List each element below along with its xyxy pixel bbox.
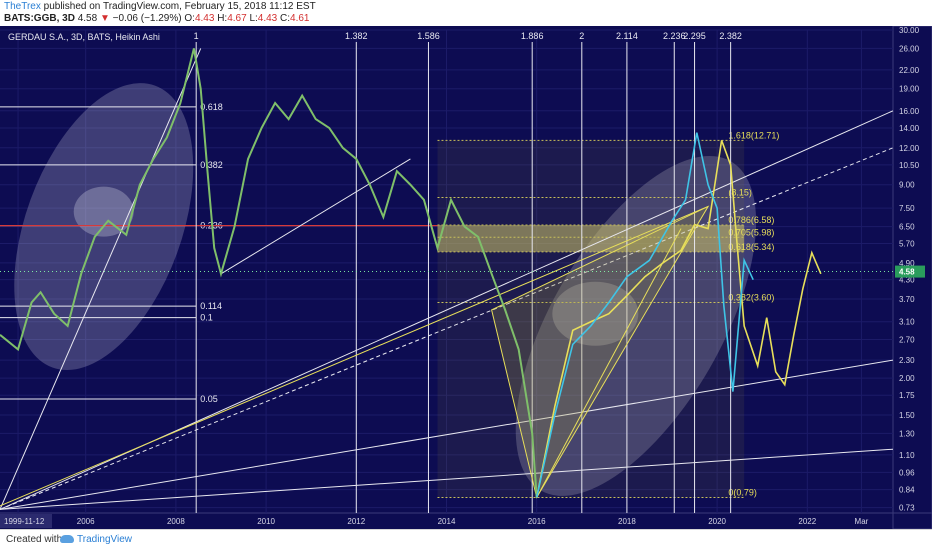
fib-time-label: 2.114 [616,31,638,41]
trend-line [0,359,894,510]
projection-line [536,228,682,498]
fib-right-label: 0.618(5.34) [728,242,774,252]
y-tick-label: 0.84 [899,486,915,495]
y-tick-label: 0.73 [899,504,915,513]
y-tick-label: 2.30 [899,356,915,365]
trend-line [0,448,894,510]
y-tick-label: 19.00 [899,85,920,94]
y-tick-label: 9.00 [899,181,915,190]
y-tick-label: 2.70 [899,335,915,344]
tradingview-brand: TradingView [77,534,133,545]
y-tick-label: 1.10 [899,451,915,460]
fib-left-label: 0.05 [200,394,218,404]
y-tick-label: 7.50 [899,204,915,213]
y-tick-label: 2.00 [899,374,915,383]
trend-line [220,158,411,275]
fib-time-label: 1 [194,31,199,41]
x-tick-label: 2022 [798,517,816,526]
low-value: 4.43 [257,13,278,24]
y-tick-label: 0.96 [899,468,915,477]
y-tick-label: 3.70 [899,295,915,304]
trend-line [0,48,202,510]
fib-time-label: 2 [579,31,584,41]
fib-time-label: 2.382 [719,31,742,41]
x-tick-label: 1999-11-12 [4,517,45,526]
last-price-label: 4.58 [899,268,915,277]
price-change: −0.06 (−1.29%) [112,13,182,24]
highlight-ellipse [73,186,134,237]
fib-left-label: 0.1 [200,313,213,323]
price-chart[interactable]: 1.618(12.71) (8.15) 0.786(6.58) 0.705(5.98)… [0,26,932,529]
x-tick-label: 2008 [167,517,185,526]
symbol-label: BATS:GGB, 3D [4,13,75,24]
x-tick-label: 2012 [347,517,365,526]
y-tick-label: 22.00 [899,66,920,75]
y-tick-label: 16.00 [899,107,920,116]
y-tick-label: 1.75 [899,391,915,400]
price-series [0,48,538,498]
author-link[interactable]: TheTrex [4,1,41,12]
y-tick-label: 1.30 [899,429,915,438]
y-tick-label: 30.00 [899,26,920,35]
fib-left-label: 0.382 [200,160,223,170]
symbol-info: BATS:GGB, 3D 4.58 ▼ −0.06 (−1.29%) O:4.4… [4,13,310,25]
publish-info: TheTrex published on TradingView.com, Fe… [4,1,316,13]
last-price-badge [895,265,925,278]
y-tick-label: 5.70 [899,239,915,248]
y-tick-label: 14.00 [899,124,920,133]
fib-right-label: (8.15) [728,187,752,197]
fib-left-label: 0.618 [200,102,223,112]
published-text: published on TradingView.com, February 1… [40,1,316,12]
x-tick-label: 2016 [528,517,546,526]
x-tick-label: 2014 [438,517,456,526]
y-tick-label: 4.30 [899,276,915,285]
down-arrow-icon: ▼ [99,13,110,24]
x-tick-label: Mar [855,517,869,526]
fib-left-label: 0.114 [200,301,222,311]
fib-time-label: 1.382 [345,31,368,41]
created-with-text: Created with [6,534,63,545]
projection-yellow-series [535,140,822,498]
close-label: C: [280,13,291,24]
fib-right-label: 0.382(3.60) [728,293,774,303]
x-tick-label: 2010 [257,517,275,526]
fib-time-label: 1.586 [417,31,440,41]
open-label: O: [184,13,195,24]
open-value: 4.43 [194,13,215,24]
fib-right-label: 0.786(6.58) [728,215,774,225]
cloud-icon [60,535,74,544]
fib-zone [437,225,745,252]
close-value: 4.61 [290,13,310,24]
x-tick-label: 2006 [77,517,95,526]
x-tick-label: 2020 [708,517,726,526]
trend-line-yellow [0,206,709,507]
x-tick-label: 2018 [618,517,636,526]
y-tick-label: 26.00 [899,44,920,53]
high-value: 4.67 [227,13,247,24]
fib-time-label: 1.886 [521,31,544,41]
y-tick-label: 4.90 [899,259,915,268]
y-tick-label: 3.10 [899,318,915,327]
footer: Created with TradingView [0,529,932,550]
high-label: H: [217,13,228,24]
fib-time-label: 2.236 [663,31,686,41]
y-tick-label: 12.00 [899,144,920,153]
fib-time-label: 2.295 [683,31,706,41]
projection-cyan-series [535,132,754,498]
chart-area[interactable]: 1.618(12.71) (8.15) 0.786(6.58) 0.705(5.98)… [0,26,932,529]
x-start-badge [0,514,52,528]
tradingview-logo[interactable]: TradingView [60,534,132,545]
y-tick-label: 1.50 [899,411,915,420]
y-tick-label: 10.50 [899,161,920,170]
last-price: 4.58 [77,13,98,24]
chart-title: GERDAU S.A., 3D, BATS, Heikin Ashi [8,32,160,42]
fib-right-label: 0(0.79) [728,487,757,497]
low-label: L: [249,13,258,24]
y-tick-label: 6.50 [899,223,915,232]
publish-header: TheTrex published on TradingView.com, Fe… [0,0,932,26]
fib-right-label: 1.618(12.71) [728,130,779,140]
fib-right-label: 0.705(5.98) [728,227,774,237]
